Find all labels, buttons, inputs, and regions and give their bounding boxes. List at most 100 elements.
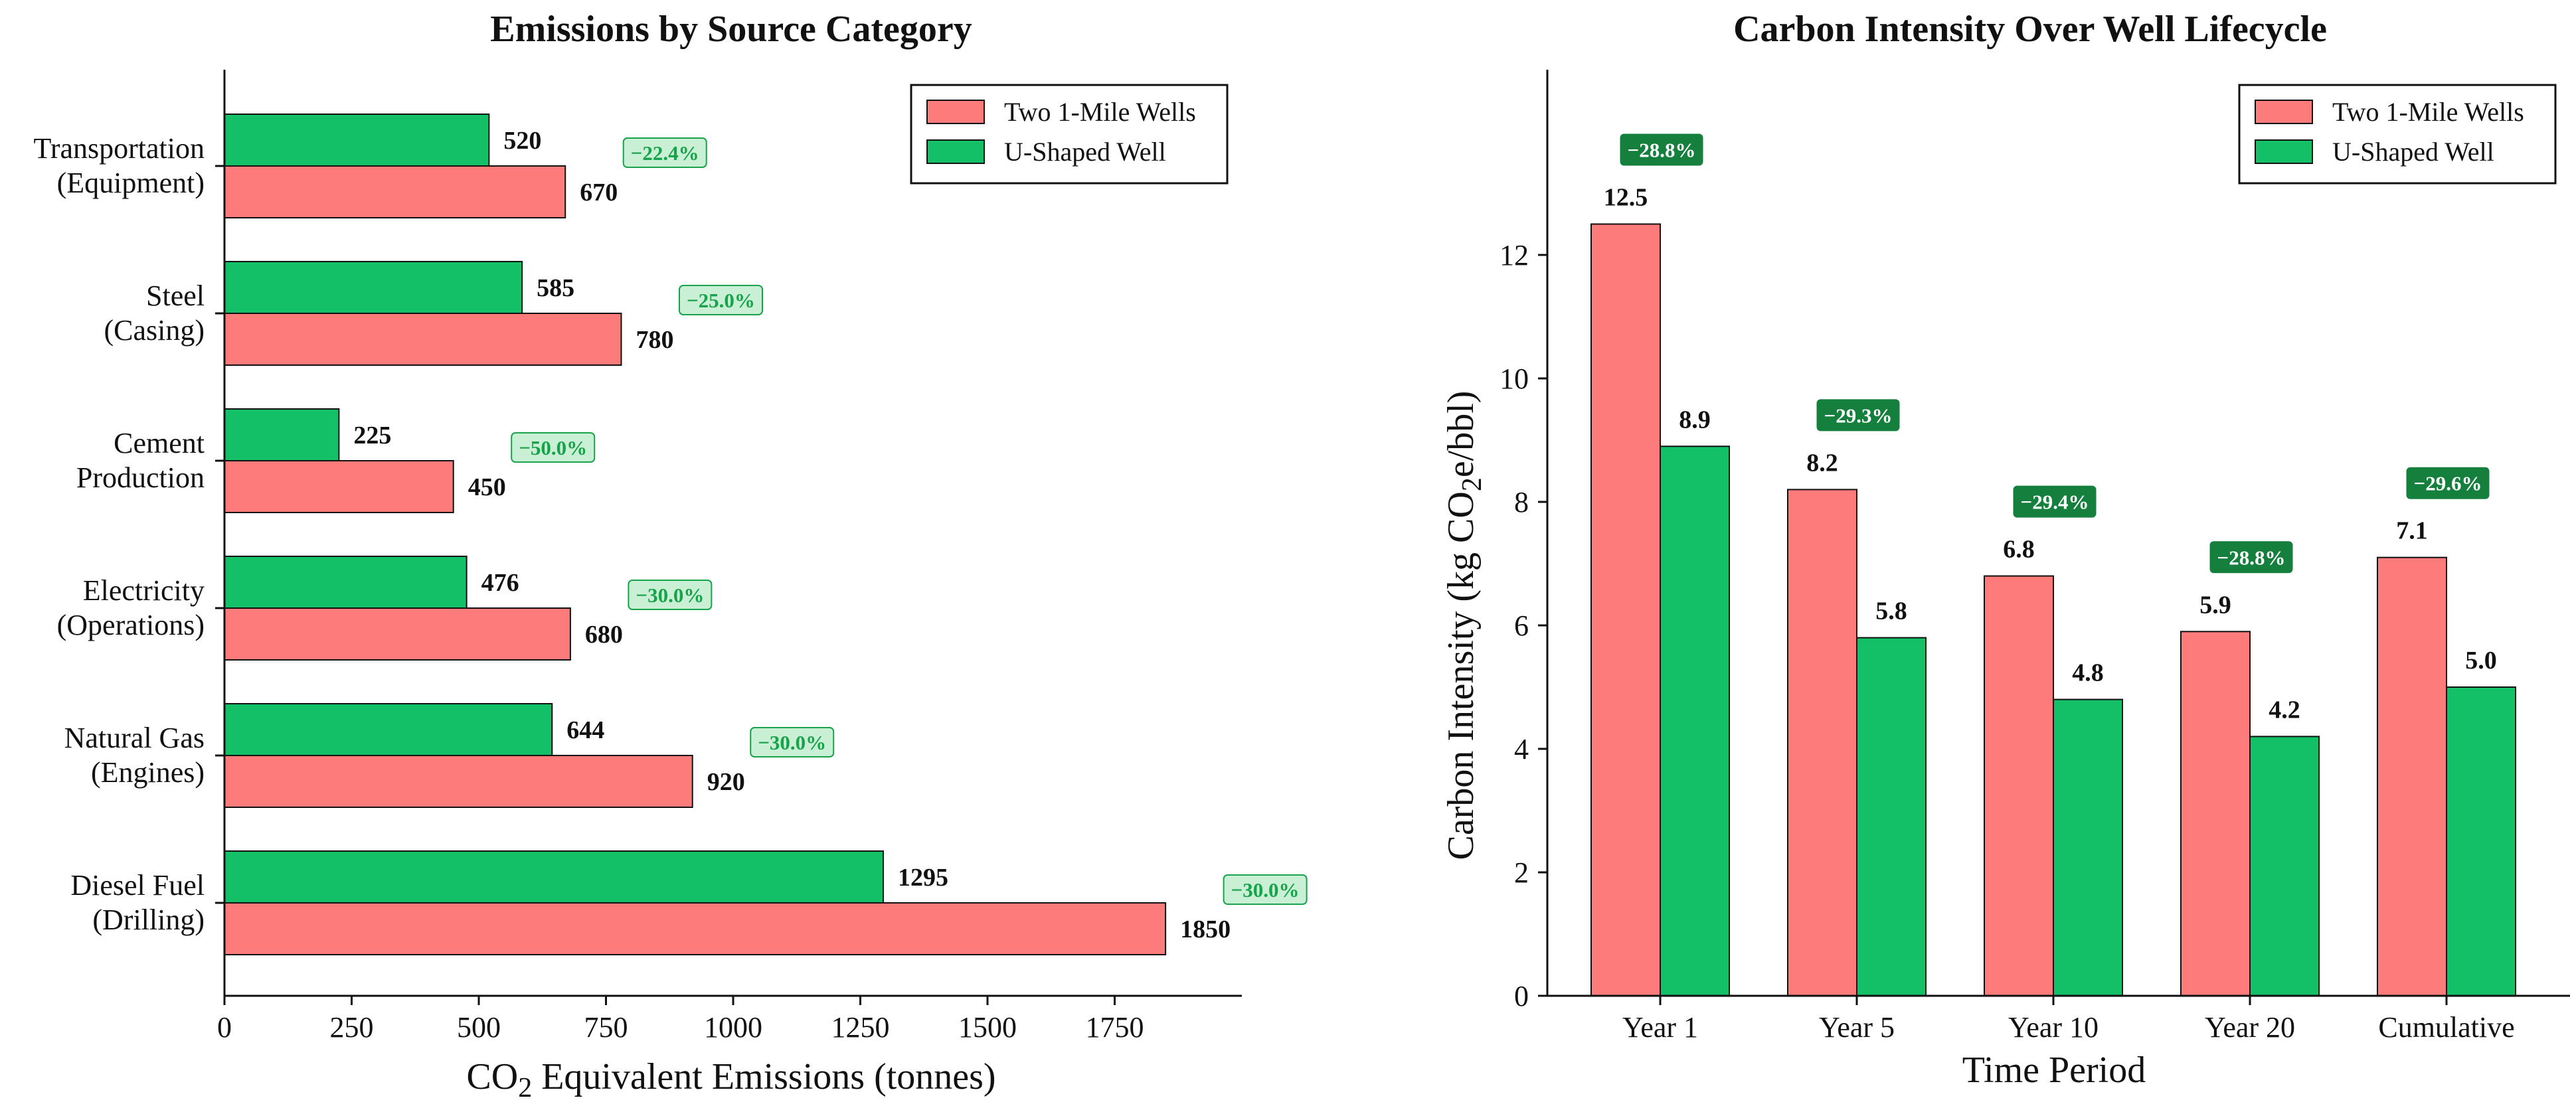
category-label-0-line1: Diesel Fuel [70,869,205,902]
bar-u-shaped-1 [1856,637,1927,996]
value-label-u-shaped-3: 225 [353,422,391,449]
bar-two-wells-2 [224,607,571,661]
value-label-two-wells-0: 12.5 [1604,184,1648,212]
reduction-badge-3 [511,432,596,463]
value-label-two-wells-4: 7.1 [2396,517,2428,545]
category-label-2-line1: Electricity [83,574,205,607]
reduction-badge-5 [622,137,707,168]
value-label-two-wells-3: 450 [468,473,506,501]
x-tick-label-6: 1500 [958,1011,1017,1044]
x-tick-label-2: 500 [457,1011,501,1044]
value-label-u-shaped-1: 5.8 [1875,597,1907,625]
value-label-u-shaped-2: 476 [481,569,519,597]
x-tick-label-1: Year 5 [1819,1011,1895,1044]
reduction-label-4: −29.6% [2414,472,2482,495]
bar-two-wells-1 [224,755,693,808]
value-label-two-wells-5: 670 [580,179,618,206]
x-tick-label-0: Year 1 [1622,1011,1698,1044]
emissions-chart: Emissions by Source Category 1295 1850 Die… [34,9,1308,1103]
reduction-label-1: −29.3% [1824,404,1893,427]
emissions-legend-frame [910,84,1229,185]
reduction-label-3: −28.8% [2217,546,2286,569]
bar-two-wells-4 [2377,556,2447,996]
reduction-badge-2 [2013,485,2097,518]
value-label-u-shaped-5: 520 [503,127,541,155]
bar-two-wells-5 [224,165,566,218]
carbon-intensity-legend: Two 1-Mile Wells U-Shaped Well [2238,84,2557,185]
category-label-4-line1: Steel [146,279,205,312]
emissions-legend: Two 1-Mile Wells U-Shaped Well [910,84,1229,185]
bar-u-shaped-0 [1660,445,1730,996]
bar-u-shaped-3 [2249,736,2320,997]
bar-u-shaped-2 [224,556,468,609]
x-tick-label-4: Cumulative [2378,1011,2514,1044]
emissions-legend-swatch-two-wells [926,100,985,124]
bar-two-wells-2 [1984,575,2054,996]
category-label-1-line1: Natural Gas [64,722,205,754]
x-tick-label-1: 250 [330,1011,374,1044]
value-label-two-wells-2: 680 [585,621,623,649]
x-tick-label-4: 1000 [704,1011,762,1044]
category-label-0-line2: (Drilling) [92,904,205,936]
reduction-label-3: −50.0% [519,436,587,459]
value-label-u-shaped-4: 585 [537,274,574,302]
reduction-badge-1 [750,727,835,757]
x-tick-label-0: 0 [217,1011,232,1044]
value-label-two-wells-2: 6.8 [2003,536,2035,564]
value-label-u-shaped-0: 8.9 [1679,406,1711,434]
carbon-intensity-y-axis-label: Carbon Intensity (kg CO2e/bbl) [1440,391,1488,860]
y-tick-label-1: 2 [1514,856,1529,889]
value-label-two-wells-4: 780 [636,326,673,354]
reduction-badge-0 [1223,874,1308,905]
bar-u-shaped-4 [224,261,523,314]
bar-u-shaped-0 [224,850,884,904]
reduction-label-2: −29.4% [2021,491,2089,514]
carbon-intensity-legend-swatch-two-wells [2255,100,2313,124]
reduction-label-1: −30.0% [758,731,826,754]
reduction-badge-0 [1620,133,1703,166]
emissions-legend-swatch-u-shaped [926,139,985,164]
bar-two-wells-0 [1590,223,1661,996]
value-label-u-shaped-1: 644 [566,716,604,744]
value-label-u-shaped-2: 4.8 [2072,659,2104,687]
value-label-two-wells-1: 8.2 [1806,449,1838,477]
y-tick-label-4: 8 [1514,486,1529,518]
value-label-u-shaped-3: 4.2 [2269,696,2300,724]
y-tick-label-6: 12 [1500,239,1529,272]
y-tick-label-5: 10 [1500,362,1529,395]
bar-u-shaped-1 [224,703,553,756]
bar-u-shaped-2 [2053,698,2123,996]
value-label-two-wells-3: 5.9 [2199,591,2231,619]
y-tick-label-2: 4 [1514,733,1529,765]
carbon-intensity-chart: Carbon Intensity Over Well Lifecycle 12.… [1440,9,2570,1091]
emissions-chart-title: Emissions by Source Category [490,9,972,50]
reduction-badge-4 [678,285,763,315]
bar-two-wells-4 [224,313,622,366]
emissions-x-axis-label: CO2 Equivalent Emissions (tonnes) [466,1056,995,1103]
category-label-3-line1: Cement [114,427,205,459]
reduction-badge-1 [1816,399,1900,432]
carbon-intensity-legend-label-two-wells: Two 1-Mile Wells [2332,97,2524,127]
y-tick-label-3: 6 [1514,609,1529,642]
x-tick-label-3: 750 [584,1011,628,1044]
reduction-badge-4 [2406,467,2490,499]
value-label-two-wells-1: 920 [707,768,745,796]
value-label-two-wells-0: 1850 [1180,915,1231,943]
bar-two-wells-0 [224,902,1167,955]
category-label-5-line2: (Equipment) [57,167,205,199]
bar-u-shaped-3 [224,408,340,461]
x-tick-label-7: 1750 [1086,1011,1144,1044]
carbon-intensity-x-axis-label: Time Period [1962,1050,2146,1091]
reduction-badge-2 [628,580,713,610]
bar-u-shaped-5 [224,114,490,167]
y-tick-label-0: 0 [1514,980,1529,1012]
emissions-legend-label-u-shaped: U-Shaped Well [1004,137,1166,167]
category-label-1-line2: (Engines) [91,756,205,789]
value-label-u-shaped-4: 5.0 [2465,647,2497,674]
category-label-5-line1: Transportation [34,132,205,165]
reduction-badge-3 [2209,541,2293,574]
value-label-u-shaped-0: 1295 [898,864,948,892]
category-label-4-line2: (Casing) [104,314,205,347]
